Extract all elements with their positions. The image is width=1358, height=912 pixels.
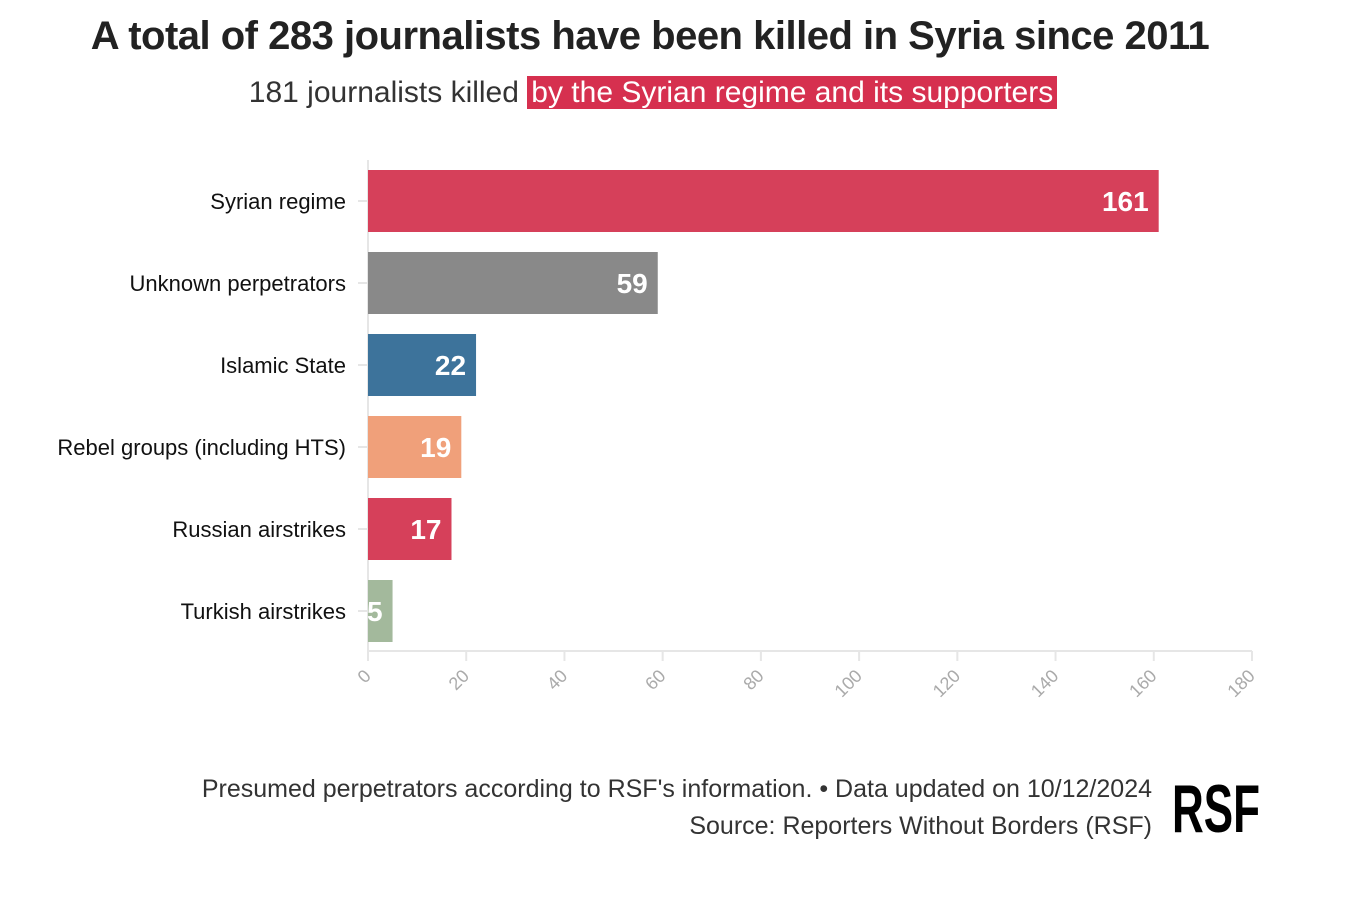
y-tick-label: Turkish airstrikes (181, 599, 346, 624)
bar (368, 580, 393, 642)
x-tick-label: 80 (739, 666, 767, 694)
x-tick-label: 40 (543, 666, 571, 694)
x-tick-label: 120 (929, 666, 964, 701)
footer-source: Source: Reporters Without Borders (RSF) (689, 812, 1152, 840)
x-tick-label: 0 (354, 666, 375, 687)
data-label: 59 (617, 268, 648, 299)
rsf-logo: RSF (1172, 772, 1260, 836)
chart-title: A total of 283 journalists have been kil… (90, 14, 1210, 58)
subtitle-prefix: 181 journalists killed (248, 76, 519, 109)
data-label: 5 (367, 596, 383, 627)
bar (368, 334, 477, 396)
data-label: 17 (410, 514, 441, 545)
bar (368, 252, 658, 314)
bar (368, 416, 462, 478)
bar (368, 170, 1159, 232)
y-tick-label: Syrian regime (210, 189, 346, 214)
x-tick-label: 100 (831, 666, 866, 701)
bar-chart: Syrian regime 161 Unknown perpetrators 59 Is… (57, 160, 1259, 701)
x-tick-label: 60 (641, 666, 669, 694)
footer-note: Presumed perpetrators according to RSF's… (201, 775, 1152, 803)
x-tick-label: 140 (1027, 666, 1062, 701)
data-label: 19 (420, 432, 451, 463)
y-tick-label: Islamic State (220, 353, 346, 378)
x-tick-label: 20 (445, 666, 473, 694)
y-tick-label: Unknown perpetrators (130, 271, 346, 296)
chart-subtitle: 181 journalists killed by the Syrian reg… (0, 76, 1306, 110)
y-tick-label: Russian airstrikes (172, 517, 346, 542)
data-label: 161 (1102, 186, 1149, 217)
svg-text:RSF: RSF (1172, 772, 1260, 836)
x-tick-label: 180 (1223, 666, 1258, 701)
x-tick-label: 160 (1125, 666, 1160, 701)
subtitle-highlight: by the Syrian regime and its supporters (527, 76, 1058, 109)
y-tick-label: Rebel groups (including HTS) (57, 435, 346, 460)
bar (368, 498, 452, 560)
data-label: 22 (435, 350, 466, 381)
